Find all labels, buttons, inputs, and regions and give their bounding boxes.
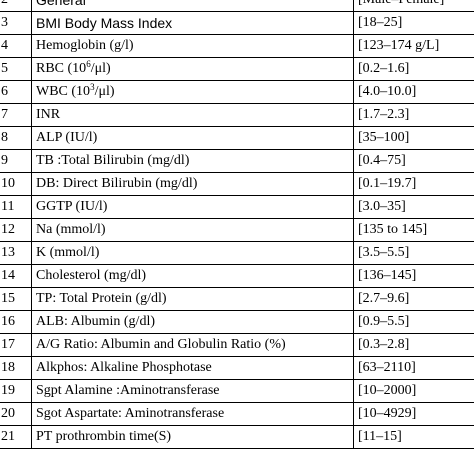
reference-range: [18–25] [353,11,474,35]
table-row: 15 TP: Total Protein (g/dl) [2.7–9.6] [0,287,474,311]
row-number: 14 [0,264,32,288]
table-row: 19 Sgpt Alamine :Aminotransferase [10–20… [0,379,474,403]
parameter-name: Sgot Aspartate: Aminotransferase [31,402,354,426]
parameter-name: Cholesterol (mg/dl) [31,264,354,288]
reference-range: [10–4929] [353,402,474,426]
reference-range: [0.3–2.8] [353,333,474,357]
reference-range: [123–174 g/L] [353,34,474,58]
row-number: 21 [0,425,32,449]
table-row: 5 RBC (106/μl) [0.2–1.6] [0,57,474,81]
parameter-name: WBC (103/μl) [31,80,354,104]
parameter-name: Hemoglobin (g/l) [31,34,354,58]
parameter-name: PT prothrombin time(S) [31,425,354,449]
parameter-name: TB :Total Bilirubin (mg/dl) [31,149,354,173]
reference-range: [0.9–5.5] [353,310,474,334]
reference-range-table: 2 General [Male–Female] 3 BMI Body Mass … [0,0,474,449]
table-row: 3 BMI Body Mass Index [18–25] [0,11,474,35]
parameter-name: DB: Direct Bilirubin (mg/dl) [31,172,354,196]
reference-range: [2.7–9.6] [353,287,474,311]
parameter-name: TP: Total Protein (g/dl) [31,287,354,311]
reference-range: [63–2110] [353,356,474,380]
reference-range: [136–145] [353,264,474,288]
table-row: 7 INR [1.7–2.3] [0,103,474,127]
row-number: 19 [0,379,32,403]
exponent: 3 [90,82,95,92]
parameter-name-base: WBC (10 [36,84,91,99]
row-number: 7 [0,103,32,127]
reference-range: [1.7–2.3] [353,103,474,127]
parameter-name: ALB: Albumin (g/dl) [31,310,354,334]
table-row: 6 WBC (103/μl) [4.0–10.0] [0,80,474,104]
parameter-unit: /μl) [90,61,111,76]
row-number: 3 [0,11,32,35]
row-number: 17 [0,333,32,357]
table-row: 8 ALP (IU/l) [35–100] [0,126,474,150]
table-row: 18 Alkphos: Alkaline Phosphotase [63–211… [0,356,474,380]
reference-range: [0.1–19.7] [353,172,474,196]
table-row: 9 TB :Total Bilirubin (mg/dl) [0.4–75] [0,149,474,173]
table-row: 16 ALB: Albumin (g/dl) [0.9–5.5] [0,310,474,334]
reference-range: [4.0–10.0] [353,80,474,104]
row-number: 5 [0,57,32,81]
parameter-name: INR [31,103,354,127]
reference-range: [35–100] [353,126,474,150]
table-row: 13 K (mmol/l) [3.5–5.5] [0,241,474,265]
row-number: 15 [0,287,32,311]
row-number: 2 [0,0,32,12]
table-row: 12 Na (mmol/l) [135 to 145] [0,218,474,242]
parameter-name-base: RBC (10 [36,61,87,76]
parameter-name: GGTP (IU/l) [31,195,354,219]
table-row: 21 PT prothrombin time(S) [11–15] [0,425,474,449]
row-number: 6 [0,80,32,104]
row-number: 16 [0,310,32,334]
table-row: 20 Sgot Aspartate: Aminotransferase [10–… [0,402,474,426]
table-row: 11 GGTP (IU/l) [3.0–35] [0,195,474,219]
row-number: 11 [0,195,32,219]
parameter-name: ALP (IU/l) [31,126,354,150]
reference-range: [0.2–1.6] [353,57,474,81]
reference-range: [10–2000] [353,379,474,403]
parameter-name: Na (mmol/l) [31,218,354,242]
row-number: 9 [0,149,32,173]
parameter-name: RBC (106/μl) [31,57,354,81]
row-number: 12 [0,218,32,242]
table-row: 4 Hemoglobin (g/l) [123–174 g/L] [0,34,474,58]
reference-range: [11–15] [353,425,474,449]
parameter-name: A/G Ratio: Albumin and Globulin Ratio (%… [31,333,354,357]
row-number: 4 [0,34,32,58]
row-number: 8 [0,126,32,150]
exponent: 6 [86,59,91,69]
table-row: 14 Cholesterol (mg/dl) [136–145] [0,264,474,288]
parameter-name: Sgpt Alamine :Aminotransferase [31,379,354,403]
row-number: 10 [0,172,32,196]
parameter-name: BMI Body Mass Index [31,11,354,35]
row-number: 13 [0,241,32,265]
parameter-name: K (mmol/l) [31,241,354,265]
reference-range: [0.4–75] [353,149,474,173]
reference-range: [3.0–35] [353,195,474,219]
row-number: 18 [0,356,32,380]
table-header-row: 2 General [Male–Female] [0,0,474,12]
column-header-range: [Male–Female] [353,0,474,12]
reference-range: [3.5–5.5] [353,241,474,265]
parameter-unit: /μl) [94,84,115,99]
table-row: 10 DB: Direct Bilirubin (mg/dl) [0.1–19.… [0,172,474,196]
column-header-parameter: General [31,0,354,12]
reference-range: [135 to 145] [353,218,474,242]
row-number: 20 [0,402,32,426]
table-row: 17 A/G Ratio: Albumin and Globulin Ratio… [0,333,474,357]
parameter-name: Alkphos: Alkaline Phosphotase [31,356,354,380]
